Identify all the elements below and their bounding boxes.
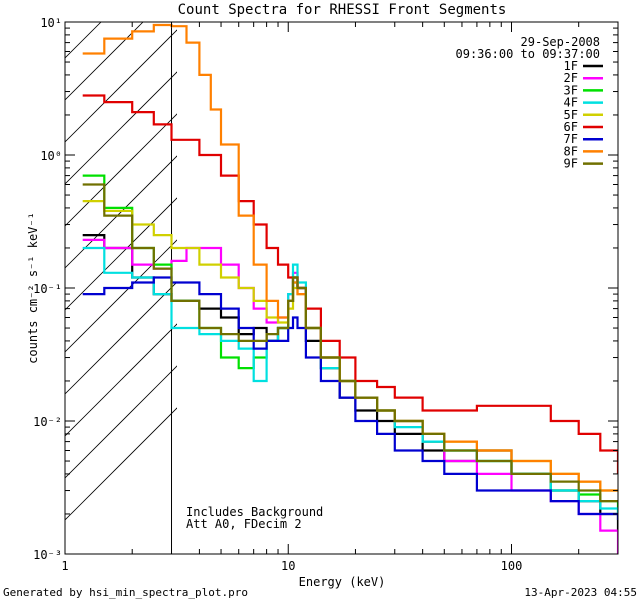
legend-label: 6F: [564, 120, 578, 134]
x-tick-label: 1: [61, 559, 68, 573]
series-3F: [82, 174, 618, 514]
footer-generated-by: Generated by hsi_min_spectra_plot.pro: [3, 586, 248, 599]
background-hatch-region: [65, 22, 177, 521]
annotation-attenuator: Att A0, FDecim 2: [186, 517, 302, 531]
hatch-line: [65, 22, 144, 101]
series-5F: [82, 200, 618, 492]
hatch-line: [65, 29, 177, 143]
hatch-line: [65, 197, 177, 311]
hatch-line: [65, 407, 177, 521]
legend-label: 8F: [564, 144, 578, 158]
axis-ticks: [64, 21, 619, 555]
legend-label: 2F: [564, 71, 578, 85]
hatch-line: [65, 113, 177, 227]
series-8F: [82, 23, 618, 492]
legend-label: 5F: [564, 108, 578, 122]
x-tick-label: 10: [281, 559, 295, 573]
series-9F: [82, 183, 618, 503]
annotation-background: Includes Background: [186, 505, 323, 519]
y-tick-label: 10⁻³: [33, 548, 62, 562]
date-label: 29-Sep-2008: [521, 35, 600, 49]
series-7F: [82, 276, 618, 520]
hatch-line: [65, 281, 177, 395]
series-6F: [82, 94, 618, 474]
hatch-line: [65, 323, 177, 437]
legend-label: 1F: [564, 59, 578, 73]
series-layer: [82, 23, 618, 554]
hatch-line: [65, 71, 177, 185]
legend-label: 7F: [564, 132, 578, 146]
y-tick-label: 10⁻²: [33, 415, 62, 429]
x-axis-label: Energy (keV): [299, 575, 386, 589]
x-tick-label: 100: [501, 559, 523, 573]
hatch-line: [65, 365, 177, 479]
hatch-line: [65, 239, 177, 353]
series-1F: [82, 234, 618, 531]
tick-labels: 1 10 100 10⁻³ 10⁻² 10⁻¹ 10⁰ 10¹: [33, 16, 522, 573]
time-range-label: 09:36:00 to 09:37:00: [456, 47, 601, 61]
y-axis-label: counts cm⁻² s⁻¹ keV⁻¹: [26, 212, 40, 364]
y-tick-label: 10⁰: [40, 149, 62, 163]
legend-label: 4F: [564, 96, 578, 110]
y-tick-label: 10¹: [40, 16, 62, 30]
y-tick-label: 10⁻¹: [33, 282, 62, 296]
hatch-line: [65, 155, 177, 269]
chart-title: Count Spectra for RHESSI Front Segments: [178, 2, 507, 18]
footer-timestamp: 13-Apr-2023 04:55: [524, 586, 637, 599]
legend-label: 3F: [564, 83, 578, 97]
legend-label: 9F: [564, 157, 578, 171]
